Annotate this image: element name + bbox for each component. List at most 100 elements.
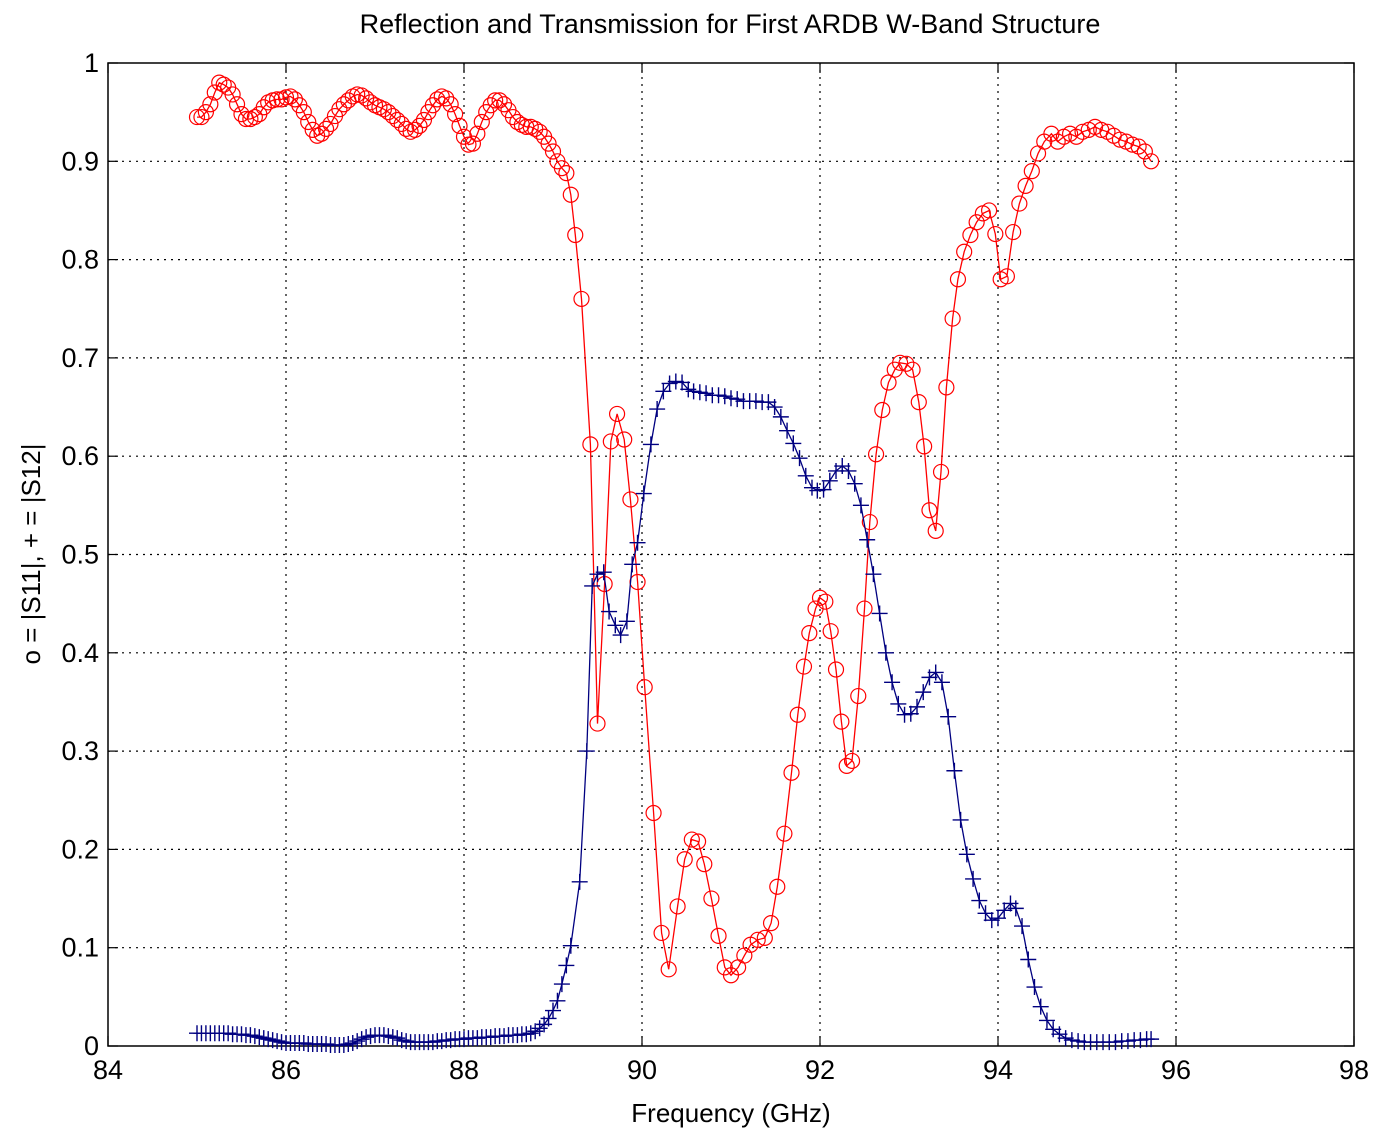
data-point-plus [469,1030,486,1047]
data-point-plus [884,674,901,691]
data-point-circle [362,94,379,111]
data-point-circle [1017,177,1034,194]
data-point-plus [685,383,702,400]
data-point-circle [898,355,915,372]
data-point-plus [380,1028,397,1045]
data-point-plus [233,1026,250,1043]
x-tick-label: 84 [93,1055,123,1085]
data-point-plus [571,873,588,890]
data-point-circle [703,890,720,907]
data-point-circle [317,120,335,137]
data-point-circle [932,463,950,481]
data-point-circle [962,226,979,244]
data-point-circle [286,91,303,108]
series-line-s11 [197,81,1152,977]
data-point-circle [233,106,250,123]
data-point-plus [545,1002,561,1019]
data-point-plus [384,1029,401,1046]
data-point-plus [251,1029,268,1046]
data-point-plus [965,870,982,887]
data-point-plus [318,1036,335,1053]
data-point-circle [987,225,1004,243]
data-point-circle [451,117,468,135]
y-tick-label: 0 [84,1031,99,1061]
data-point-circle [762,915,780,932]
data-point-plus [635,485,652,502]
data-point-circle [683,831,700,848]
grid [108,63,1354,1046]
data-point-circle [304,121,321,138]
data-point-circle [669,898,686,915]
data-point-plus [629,534,646,551]
data-point-plus [779,422,796,439]
data-point-plus [691,384,708,401]
data-point-circle [1049,133,1066,150]
data-point-circle [582,436,599,453]
data-point-circle [910,394,927,411]
data-point-plus [698,385,715,402]
data-point-plus [877,644,894,661]
data-point-circle [636,679,653,696]
data-point-circle [558,164,575,182]
data-point-circle [495,96,513,113]
data-point-circle [801,625,818,642]
data-point-plus [607,617,624,634]
data-point-circle [300,113,317,131]
data-point-plus [540,1010,557,1027]
data-point-plus [531,1020,548,1037]
data-point-circle [246,108,263,126]
data-point-plus [393,1032,410,1049]
data-point-plus [710,387,727,404]
y-tick-label: 0.3 [61,736,99,766]
data-point-circle [833,713,850,730]
data-point-circle [473,113,490,131]
data-point-circle [1005,223,1022,241]
data-point-plus [797,467,814,484]
data-point-circle [921,502,938,519]
data-point-plus [667,373,684,390]
data-point-plus [971,892,988,909]
y-tick-label: 0.6 [61,441,99,471]
data-point-circle [949,271,967,288]
data-point-circle [553,160,571,177]
data-point-circle [464,135,481,152]
x-tick-label: 98 [1339,1055,1369,1085]
data-point-plus [723,390,739,407]
data-point-plus [349,1033,366,1050]
data-point-circle [756,929,773,946]
data-point-plus [747,393,764,410]
data-point-circle [980,202,998,219]
data-point-plus [766,399,783,416]
data-point-plus [865,566,882,583]
data-point-plus [344,1035,361,1052]
data-point-plus [1038,1012,1055,1029]
data-point-plus [618,613,635,630]
data-point-plus [859,531,876,548]
y-axis-label: o = |S11|, + = |S12| [16,444,46,665]
data-point-plus [375,1027,392,1044]
y-tick-label: 1 [84,48,99,78]
data-point-circle [442,96,459,113]
data-point-circle [424,97,441,114]
data-point-circle [1023,163,1040,180]
data-point-circle [927,522,944,540]
data-point-circle [904,361,921,378]
data-point-plus [977,905,994,922]
data-point-circle [411,117,428,135]
data-point-plus [909,698,926,715]
data-point-circle [811,589,829,606]
data-point-plus [496,1028,513,1045]
data-point-plus [846,475,863,492]
data-point-plus [562,937,579,954]
data-point-circle [783,764,800,781]
data-point-circle [589,715,606,732]
data-point-plus [335,1037,352,1054]
data-point-circle [660,961,677,978]
data-point-plus [264,1032,281,1049]
data-point-circle [710,927,727,945]
data-point-plus [649,401,666,418]
data-point-plus [952,811,969,828]
data-point-plus [549,992,566,1009]
data-point-circle [891,354,909,371]
data-point-plus [1119,1033,1136,1050]
